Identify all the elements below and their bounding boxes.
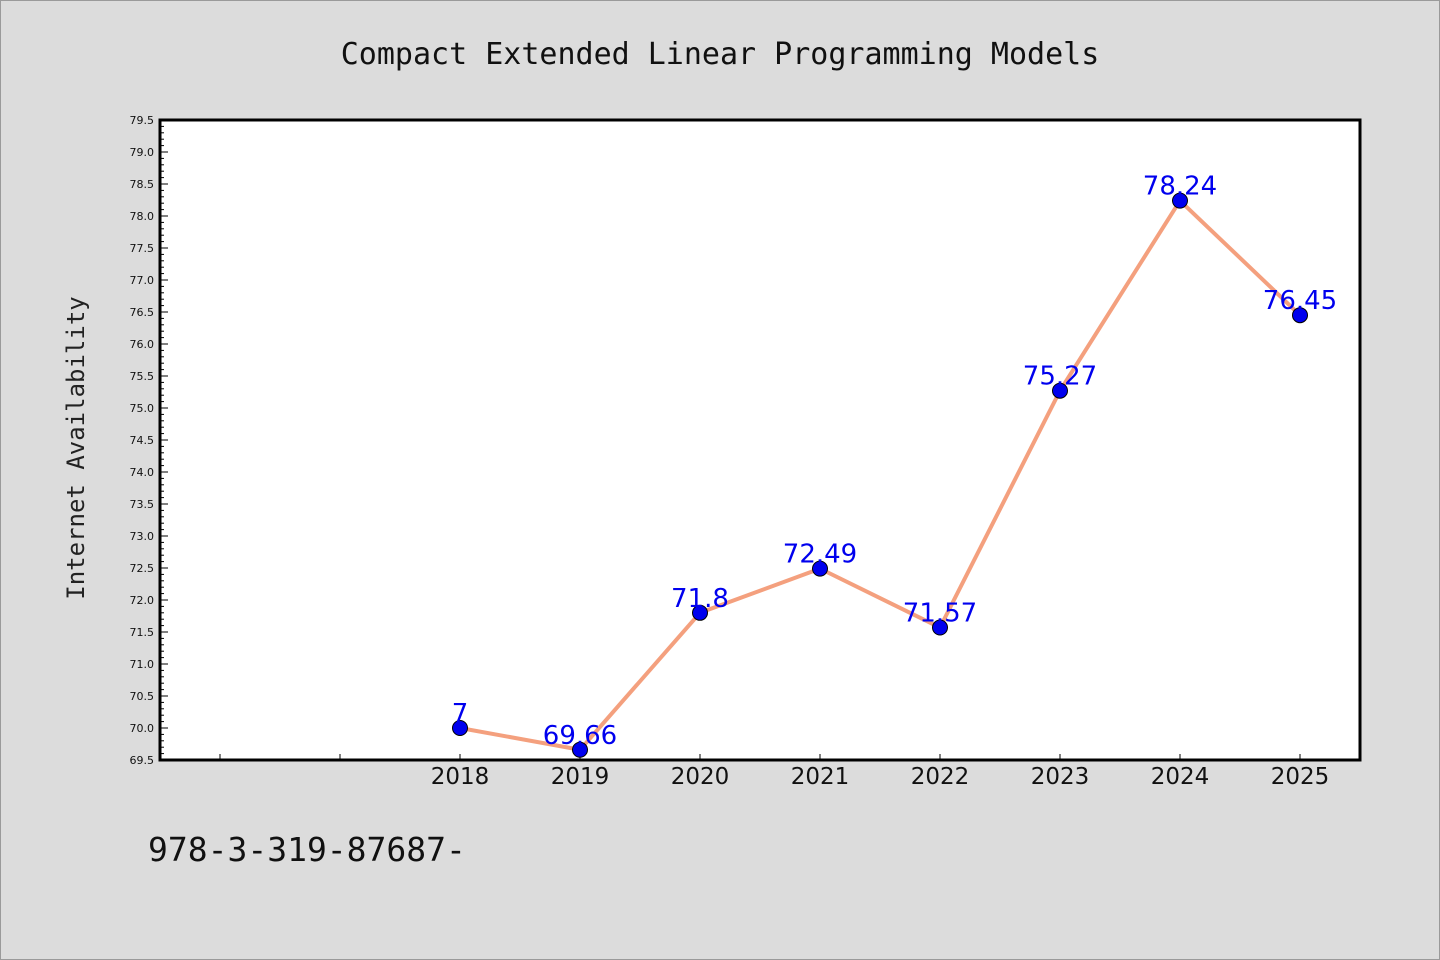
data-label: 69.66: [543, 721, 617, 751]
y-tick-label: 75.5: [130, 370, 155, 383]
x-tick-label: 2019: [551, 764, 610, 790]
footer-code: 978-3-319-87687-: [148, 830, 466, 869]
data-label: 71.8: [671, 584, 729, 614]
data-label: 78.24: [1143, 172, 1217, 202]
y-tick-label: 72.5: [130, 562, 155, 575]
series-line: [459, 198, 1302, 752]
y-tick-label: 73.5: [130, 498, 155, 511]
data-point: [1292, 307, 1308, 324]
y-tick-label: 76.5: [130, 306, 155, 319]
series-line-group: [452, 192, 1308, 758]
data-label: 76.45: [1263, 286, 1337, 316]
y-tick-label: 79.5: [130, 114, 155, 127]
y-tick-label: 71.0: [130, 658, 155, 671]
data-point: [932, 619, 948, 636]
y-tick-label: 76.0: [130, 338, 155, 351]
y-tick-label: 78.5: [130, 178, 155, 191]
data-label: 71.57: [903, 599, 977, 629]
y-tick-label: 72.0: [130, 594, 155, 607]
y-tick-label: 71.5: [130, 626, 155, 639]
data-label: 75.27: [1023, 362, 1097, 392]
chart-title: Compact Extended Linear Programming Mode…: [341, 37, 1100, 72]
data-point: [812, 560, 828, 577]
x-tick-label: 2025: [1271, 764, 1330, 790]
data-label: 7: [452, 699, 469, 729]
y-tick-label: 70.0: [130, 722, 155, 735]
plot-border: [158, 118, 1362, 762]
y-tick-label: 79.0: [130, 146, 155, 159]
y-tick-label: 75.0: [130, 402, 155, 415]
data-label: 72.49: [783, 540, 857, 570]
data-point: [452, 720, 468, 736]
data-point: [692, 604, 708, 621]
x-tick-label: 2018: [431, 764, 490, 790]
x-tick-label: 2021: [791, 764, 850, 790]
x-tick-label: 2024: [1151, 764, 1210, 790]
data-point: [1172, 192, 1188, 209]
plot-area: [160, 120, 1360, 760]
y-tick-label: 69.5: [130, 754, 155, 767]
x-tick-label: 2022: [911, 764, 970, 790]
y-tick-label: 74.5: [130, 434, 155, 447]
x-tick-label: 2023: [1031, 764, 1090, 790]
y-tick-label: 70.5: [130, 690, 155, 703]
y-tick-label: 77.5: [130, 242, 155, 255]
y-tick-label: 74.0: [130, 466, 155, 479]
data-point: [572, 741, 588, 758]
y-tick-label: 77.0: [130, 274, 155, 287]
y-axis-label: Internet Availability: [62, 296, 90, 599]
x-axis: 2018 2019 2020 2021 2022 2023 2024 2025: [219, 754, 1330, 790]
x-tick-label: 2020: [671, 764, 730, 790]
y-tick-label: 73.0: [130, 530, 155, 543]
data-point: [1052, 382, 1068, 399]
y-tick-label: 78.0: [130, 210, 155, 223]
data-labels: 7 69.66 71.8 72.49 71.57 75.27 78.24 76.45: [452, 172, 1337, 751]
